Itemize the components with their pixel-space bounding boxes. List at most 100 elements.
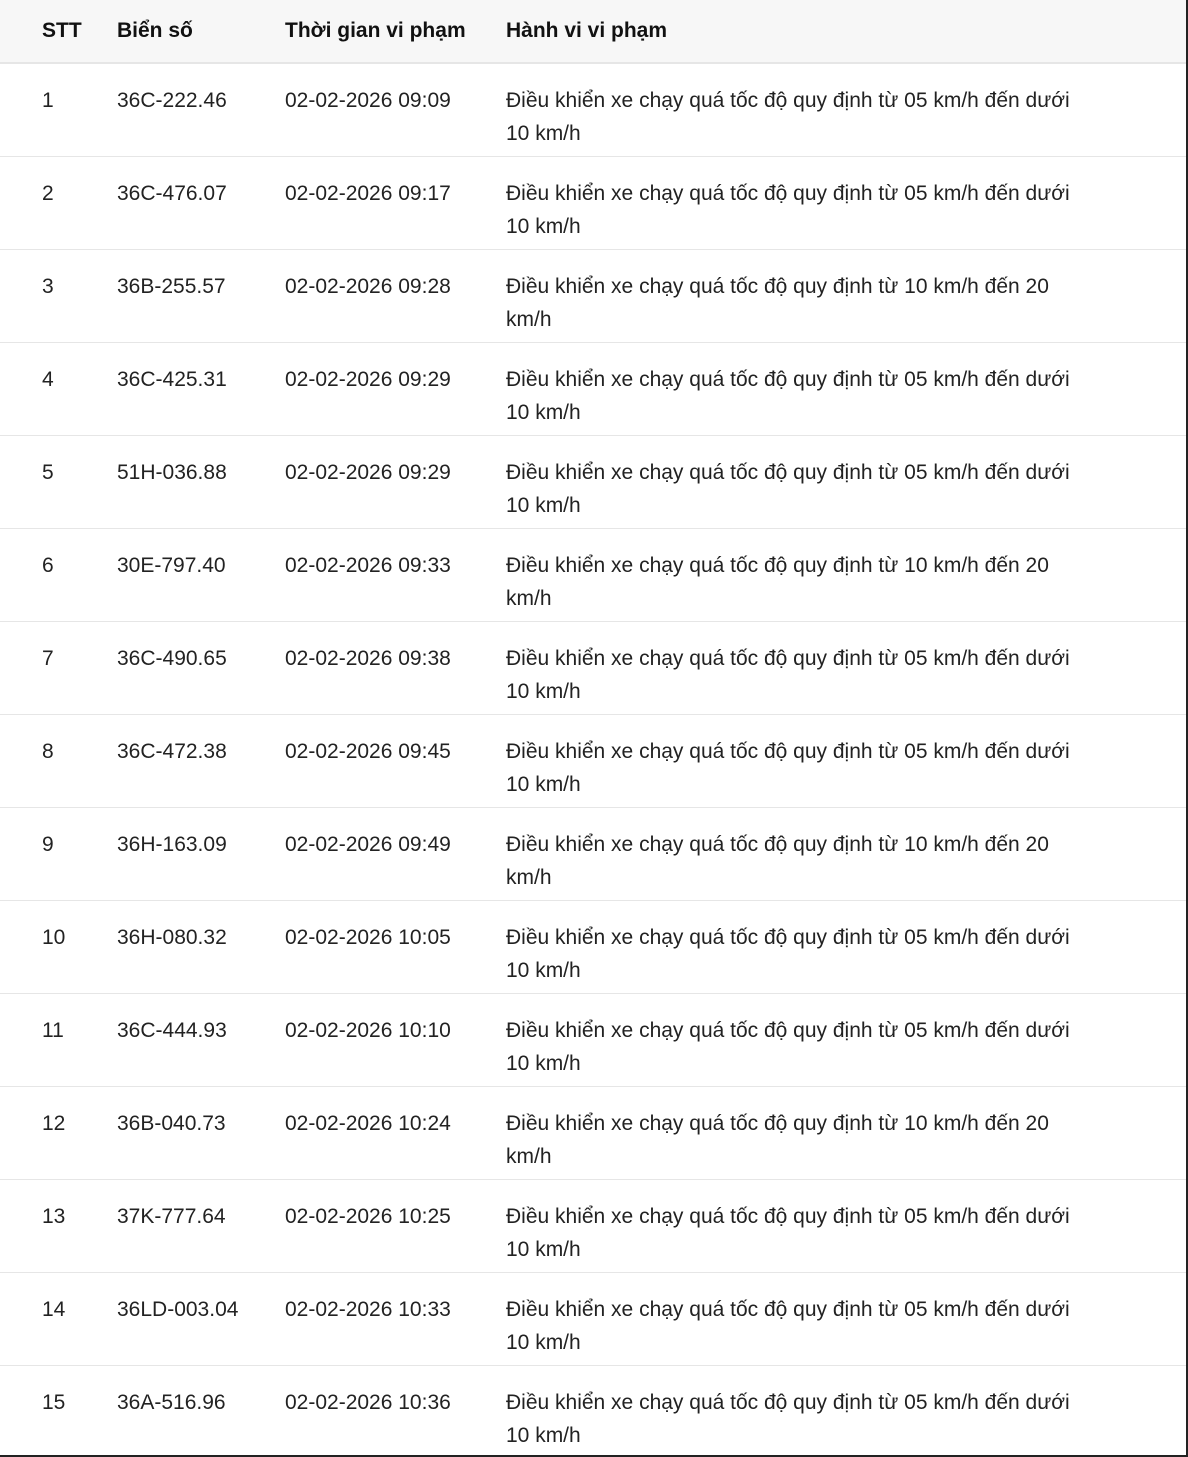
behavior-text-line: Điều khiển xe chạy quá tốc độ quy định t… [506,1112,1049,1135]
behavior-text-line: 10 km/h [506,1331,581,1354]
cell-stt: 1 [0,63,105,157]
table-row: 1 36C-222.46 02-02-2026 09:09 Điều khiển xe… [0,63,1186,157]
header-stt: STT [0,0,105,64]
cell-stt: 2 [0,156,105,250]
behavior-text-line: Điều khiển xe chạy quá tốc độ quy định t… [506,554,1049,577]
table-row: 15 36A-516.96 02-02-2026 10:36 Điều khiển x… [0,1365,1186,1455]
header-plate: Biển số [105,0,273,64]
cell-behavior: Điều khiển xe chạy quá tốc độ quy định t… [494,714,1186,808]
cell-behavior: Điều khiển xe chạy quá tốc độ quy định t… [494,342,1186,436]
behavior-text-line: 10 km/h [506,1238,581,1261]
behavior-text-line: 10 km/h [506,122,581,145]
cell-behavior: Điều khiển xe chạy quá tốc độ quy định t… [494,1179,1186,1273]
cell-stt: 5 [0,435,105,529]
table-header-row: STT Biển số Thời gian vi phạm Hành vi vi… [0,0,1186,64]
table-row: 10 36H-080.32 02-02-2026 10:05 Điều khiển x… [0,900,1186,994]
cell-behavior: Điều khiển xe chạy quá tốc độ quy định t… [494,63,1186,157]
behavior-text-line: 10 km/h [506,773,581,796]
behavior-text-line: Điều khiển xe chạy quá tốc độ quy định t… [506,833,1049,856]
behavior-text-line: Điều khiển xe chạy quá tốc độ quy định t… [506,926,1070,949]
cell-behavior: Điều khiển xe chạy quá tốc độ quy định t… [494,156,1186,250]
cell-plate: 36C-472.38 [105,714,273,808]
cell-time: 02-02-2026 10:36 [273,1365,494,1455]
cell-plate: 37K-777.64 [105,1179,273,1273]
cell-stt: 13 [0,1179,105,1273]
cell-time: 02-02-2026 09:49 [273,807,494,901]
cell-stt: 12 [0,1086,105,1180]
cell-stt: 15 [0,1365,105,1455]
behavior-text-line: km/h [506,587,552,610]
cell-behavior: Điều khiển xe chạy quá tốc độ quy định t… [494,1272,1186,1366]
cell-behavior: Điều khiển xe chạy quá tốc độ quy định t… [494,249,1186,343]
cell-stt: 4 [0,342,105,436]
table-row: 14 36LD-003.04 02-02-2026 10:33 Điều khiển … [0,1272,1186,1366]
cell-behavior: Điều khiển xe chạy quá tốc độ quy định t… [494,900,1186,994]
cell-behavior: Điều khiển xe chạy quá tốc độ quy định t… [494,1365,1186,1455]
behavior-text-line: Điều khiển xe chạy quá tốc độ quy định t… [506,275,1049,298]
behavior-text-line: Điều khiển xe chạy quá tốc độ quy định t… [506,1298,1070,1321]
cell-stt: 7 [0,621,105,715]
cell-time: 02-02-2026 09:28 [273,249,494,343]
table-row: 8 36C-472.38 02-02-2026 09:45 Điều khiển xe… [0,714,1186,808]
cell-plate: 36LD-003.04 [105,1272,273,1366]
table-row: 2 36C-476.07 02-02-2026 09:17 Điều khiển xe… [0,156,1186,250]
cell-stt: 9 [0,807,105,901]
behavior-text-line: km/h [506,866,552,889]
cell-plate: 36C-222.46 [105,63,273,157]
table-row: 7 36C-490.65 02-02-2026 09:38 Điều khiển xe… [0,621,1186,715]
table-row: 4 36C-425.31 02-02-2026 09:29 Điều khiển xe… [0,342,1186,436]
cell-time: 02-02-2026 09:45 [273,714,494,808]
cell-plate: 36B-255.57 [105,249,273,343]
table-row: 6 30E-797.40 02-02-2026 09:33 Điều khiển xe… [0,528,1186,622]
cell-plate: 51H-036.88 [105,435,273,529]
cell-plate: 36A-516.96 [105,1365,273,1455]
cell-time: 02-02-2026 09:33 [273,528,494,622]
cell-time: 02-02-2026 10:05 [273,900,494,994]
cell-plate: 36C-444.93 [105,993,273,1087]
cell-behavior: Điều khiển xe chạy quá tốc độ quy định t… [494,807,1186,901]
cell-time: 02-02-2026 10:33 [273,1272,494,1366]
behavior-text-line: Điều khiển xe chạy quá tốc độ quy định t… [506,461,1070,484]
cell-stt: 6 [0,528,105,622]
table-row: 9 36H-163.09 02-02-2026 09:49 Điều khiển xe… [0,807,1186,901]
table-row: 3 36B-255.57 02-02-2026 09:28 Điều khiển xe… [0,249,1186,343]
behavior-text-line: Điều khiển xe chạy quá tốc độ quy định t… [506,182,1070,205]
cell-stt: 3 [0,249,105,343]
cell-time: 02-02-2026 10:24 [273,1086,494,1180]
cell-plate: 36C-425.31 [105,342,273,436]
behavior-text-line: 10 km/h [506,1052,581,1075]
cell-time: 02-02-2026 10:10 [273,993,494,1087]
cell-plate: 36H-163.09 [105,807,273,901]
behavior-text-line: Điều khiển xe chạy quá tốc độ quy định t… [506,1019,1070,1042]
behavior-text-line: 10 km/h [506,1424,581,1447]
cell-stt: 8 [0,714,105,808]
cell-behavior: Điều khiển xe chạy quá tốc độ quy định t… [494,993,1186,1087]
table-row: 5 51H-036.88 02-02-2026 09:29 Điều khiển xe… [0,435,1186,529]
cell-behavior: Điều khiển xe chạy quá tốc độ quy định t… [494,1086,1186,1180]
behavior-text-line: Điều khiển xe chạy quá tốc độ quy định t… [506,740,1070,763]
behavior-text-line: Điều khiển xe chạy quá tốc độ quy định t… [506,368,1070,391]
cell-plate: 30E-797.40 [105,528,273,622]
behavior-text-line: 10 km/h [506,959,581,982]
cell-behavior: Điều khiển xe chạy quá tốc độ quy định t… [494,528,1186,622]
cell-stt: 10 [0,900,105,994]
behavior-text-line: Điều khiển xe chạy quá tốc độ quy định t… [506,1391,1070,1414]
cell-behavior: Điều khiển xe chạy quá tốc độ quy định t… [494,435,1186,529]
cell-time: 02-02-2026 10:25 [273,1179,494,1273]
cell-time: 02-02-2026 09:17 [273,156,494,250]
behavior-text-line: 10 km/h [506,215,581,238]
behavior-text-line: Điều khiển xe chạy quá tốc độ quy định t… [506,647,1070,670]
cell-plate: 36C-490.65 [105,621,273,715]
cell-stt: 14 [0,1272,105,1366]
cell-stt: 11 [0,993,105,1087]
behavior-text-line: km/h [506,308,552,331]
cell-plate: 36H-080.32 [105,900,273,994]
table-row: 13 37K-777.64 02-02-2026 10:25 Điều khiển x… [0,1179,1186,1273]
behavior-text-line: 10 km/h [506,680,581,703]
cell-time: 02-02-2026 09:09 [273,63,494,157]
behavior-text-line: km/h [506,1145,552,1168]
behavior-text-line: 10 km/h [506,401,581,424]
cell-time: 02-02-2026 09:29 [273,435,494,529]
